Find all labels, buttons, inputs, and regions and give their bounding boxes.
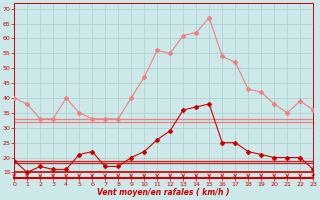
X-axis label: Vent moyen/en rafales ( km/h ): Vent moyen/en rafales ( km/h )	[97, 188, 230, 197]
